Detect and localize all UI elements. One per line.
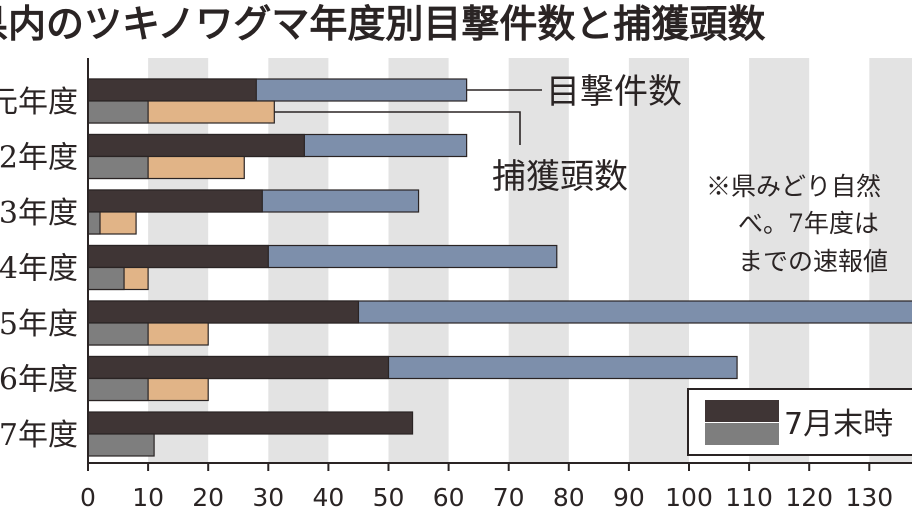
callout-captures: 捕獲頭数 xyxy=(492,157,628,197)
x-tick-label: 60 xyxy=(433,483,465,512)
x-tick-label: 40 xyxy=(312,483,344,512)
bar-sightings-by-july xyxy=(87,411,414,435)
bar-sightings-by-july xyxy=(87,78,257,102)
note-line: ※県みどり自然 xyxy=(706,172,881,201)
bar-sightings-by-july xyxy=(87,300,360,324)
x-tick-label: 80 xyxy=(553,483,585,512)
grid-bands xyxy=(148,58,912,463)
bar-captures-by-july xyxy=(87,100,149,124)
category-label: 元年度 xyxy=(0,85,78,120)
category-label: 6年度 xyxy=(0,363,78,398)
x-tick-label: 20 xyxy=(192,483,224,512)
callout-line-captures xyxy=(274,111,521,145)
x-tick-label: 0 xyxy=(80,483,96,512)
category-label: 2年度 xyxy=(0,141,78,176)
legend: 7月末時 xyxy=(687,388,912,456)
x-tick-label: 50 xyxy=(373,483,405,512)
x-tick-label: 10 xyxy=(132,483,164,512)
category-label: 3年度 xyxy=(0,196,78,231)
x-tick-label: 120 xyxy=(785,483,833,512)
bar-captures-by-july xyxy=(87,433,155,457)
legend-swatch-gray xyxy=(705,423,779,445)
note-line: までの速報値 xyxy=(738,247,888,276)
bar-sightings-by-july xyxy=(87,133,305,158)
chart-title: 県内のツキノワグマ年度別目撃件数と捕獲頭数 xyxy=(0,2,765,46)
category-labels: 元年度 2年度 3年度 4年度 5年度 6年度 7年度 xyxy=(0,85,78,453)
category-label: 7年度 xyxy=(0,418,78,453)
category-label: 4年度 xyxy=(0,252,78,287)
x-tick-label: 70 xyxy=(493,483,525,512)
x-tick-label: 110 xyxy=(725,483,773,512)
x-tick-label: 130 xyxy=(845,483,893,512)
bar-sightings-by-july xyxy=(87,189,263,213)
bar-sightings-by-july xyxy=(87,244,269,269)
callout-sightings: 目撃件数 xyxy=(546,72,682,112)
bar-captures-by-july xyxy=(87,322,149,346)
bar-captures-by-july xyxy=(87,211,101,235)
grid-band xyxy=(628,58,689,463)
x-tick-label: 90 xyxy=(613,483,645,512)
bar-sightings-by-july xyxy=(87,355,390,380)
note-line: べ。7年度は xyxy=(738,209,879,238)
bar-captures-by-july xyxy=(87,155,149,180)
x-tick-label: 30 xyxy=(252,483,284,512)
x-axis: 01020304050607080901001101201301 xyxy=(80,58,912,512)
legend-swatch-dark xyxy=(705,400,779,422)
legend-label: 7月末時 xyxy=(784,407,893,442)
x-tick-label: 100 xyxy=(665,483,713,512)
category-label: 5年度 xyxy=(0,307,78,342)
bar-captures-by-july xyxy=(87,377,149,402)
bar-captures-by-july xyxy=(87,266,125,291)
